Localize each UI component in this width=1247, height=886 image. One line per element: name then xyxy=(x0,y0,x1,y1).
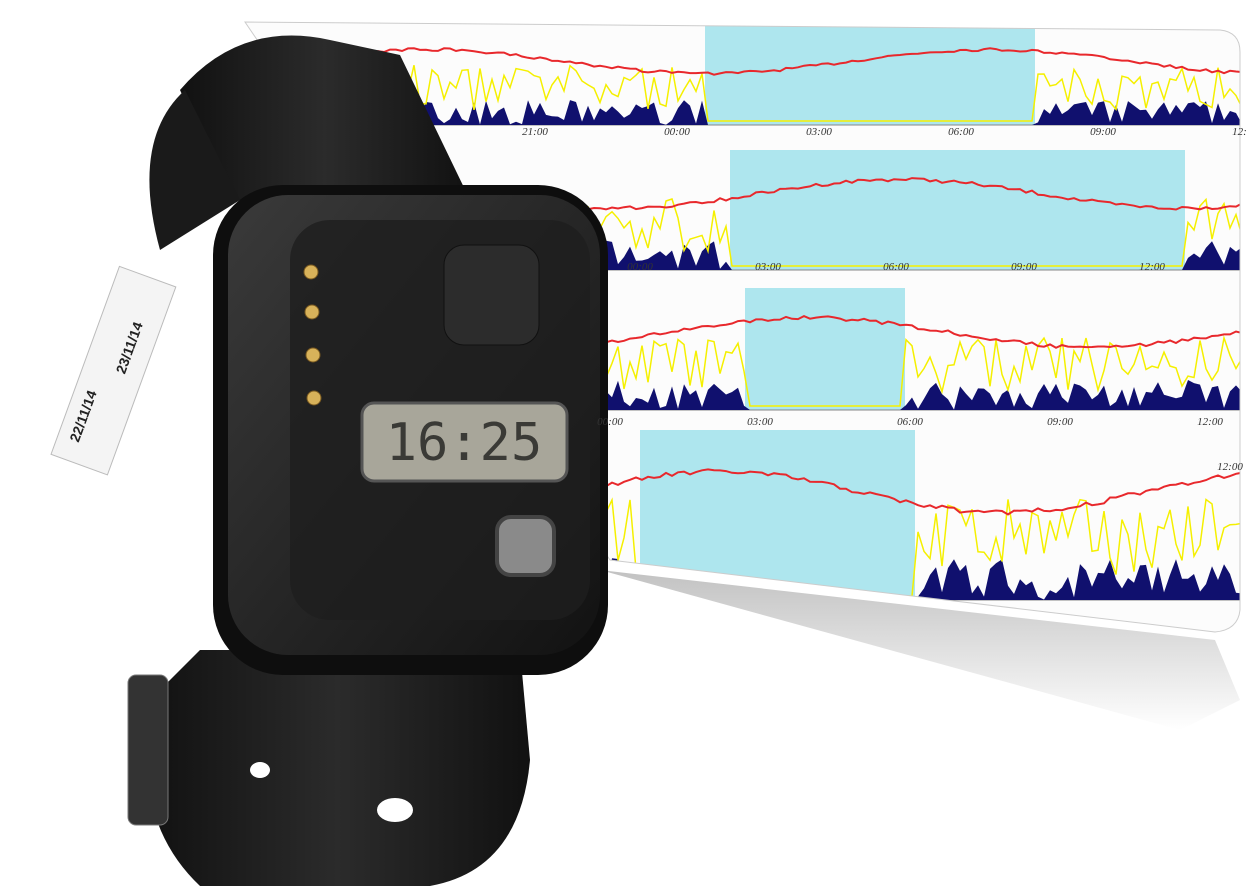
time-label: 12:00 xyxy=(1232,126,1247,138)
strap-bottom xyxy=(145,650,531,886)
card-border xyxy=(244,21,1241,633)
strap-hole xyxy=(250,762,270,778)
sleep-band xyxy=(705,25,1035,125)
side-card: 22/11/14 23/11/14 xyxy=(50,265,177,476)
time-label: 12:00 xyxy=(1139,261,1165,273)
side-card-bg xyxy=(50,265,177,476)
strap-edge xyxy=(149,90,240,250)
time-label: 06:00 xyxy=(897,416,923,428)
time-label: 21:00 xyxy=(522,126,548,138)
watch-button-small xyxy=(495,515,556,577)
time-label: 00:00 xyxy=(664,126,690,138)
time-label: 03:00 xyxy=(747,416,773,428)
buckle xyxy=(127,674,169,826)
time-label: 12:00 xyxy=(1197,416,1223,428)
charge-pins xyxy=(303,264,322,406)
card-shadow xyxy=(600,570,1240,730)
lcd-time: 16:25 xyxy=(386,413,543,473)
time-label: 03:00 xyxy=(755,261,781,273)
time-label: 09:00 xyxy=(1011,261,1037,273)
time-label: 00:00 xyxy=(597,416,623,428)
strap-hole xyxy=(377,798,413,822)
watch-button xyxy=(443,244,540,346)
sleep-band xyxy=(640,430,915,600)
lcd-screen xyxy=(360,401,569,483)
time-label: 09:00 xyxy=(1090,126,1116,138)
time-label: 09:00 xyxy=(1047,416,1073,428)
time-label: 03:00 xyxy=(806,126,832,138)
sleep-band xyxy=(745,288,905,410)
strap-top xyxy=(180,35,470,200)
time-label: 12:00 xyxy=(1217,461,1243,473)
sleep-band xyxy=(730,150,1185,270)
time-label: 06:00 xyxy=(948,126,974,138)
time-label: 00:00 xyxy=(627,261,653,273)
activity-area xyxy=(245,100,1240,125)
time-label: 06:00 xyxy=(883,261,909,273)
temp-line xyxy=(245,47,1240,76)
